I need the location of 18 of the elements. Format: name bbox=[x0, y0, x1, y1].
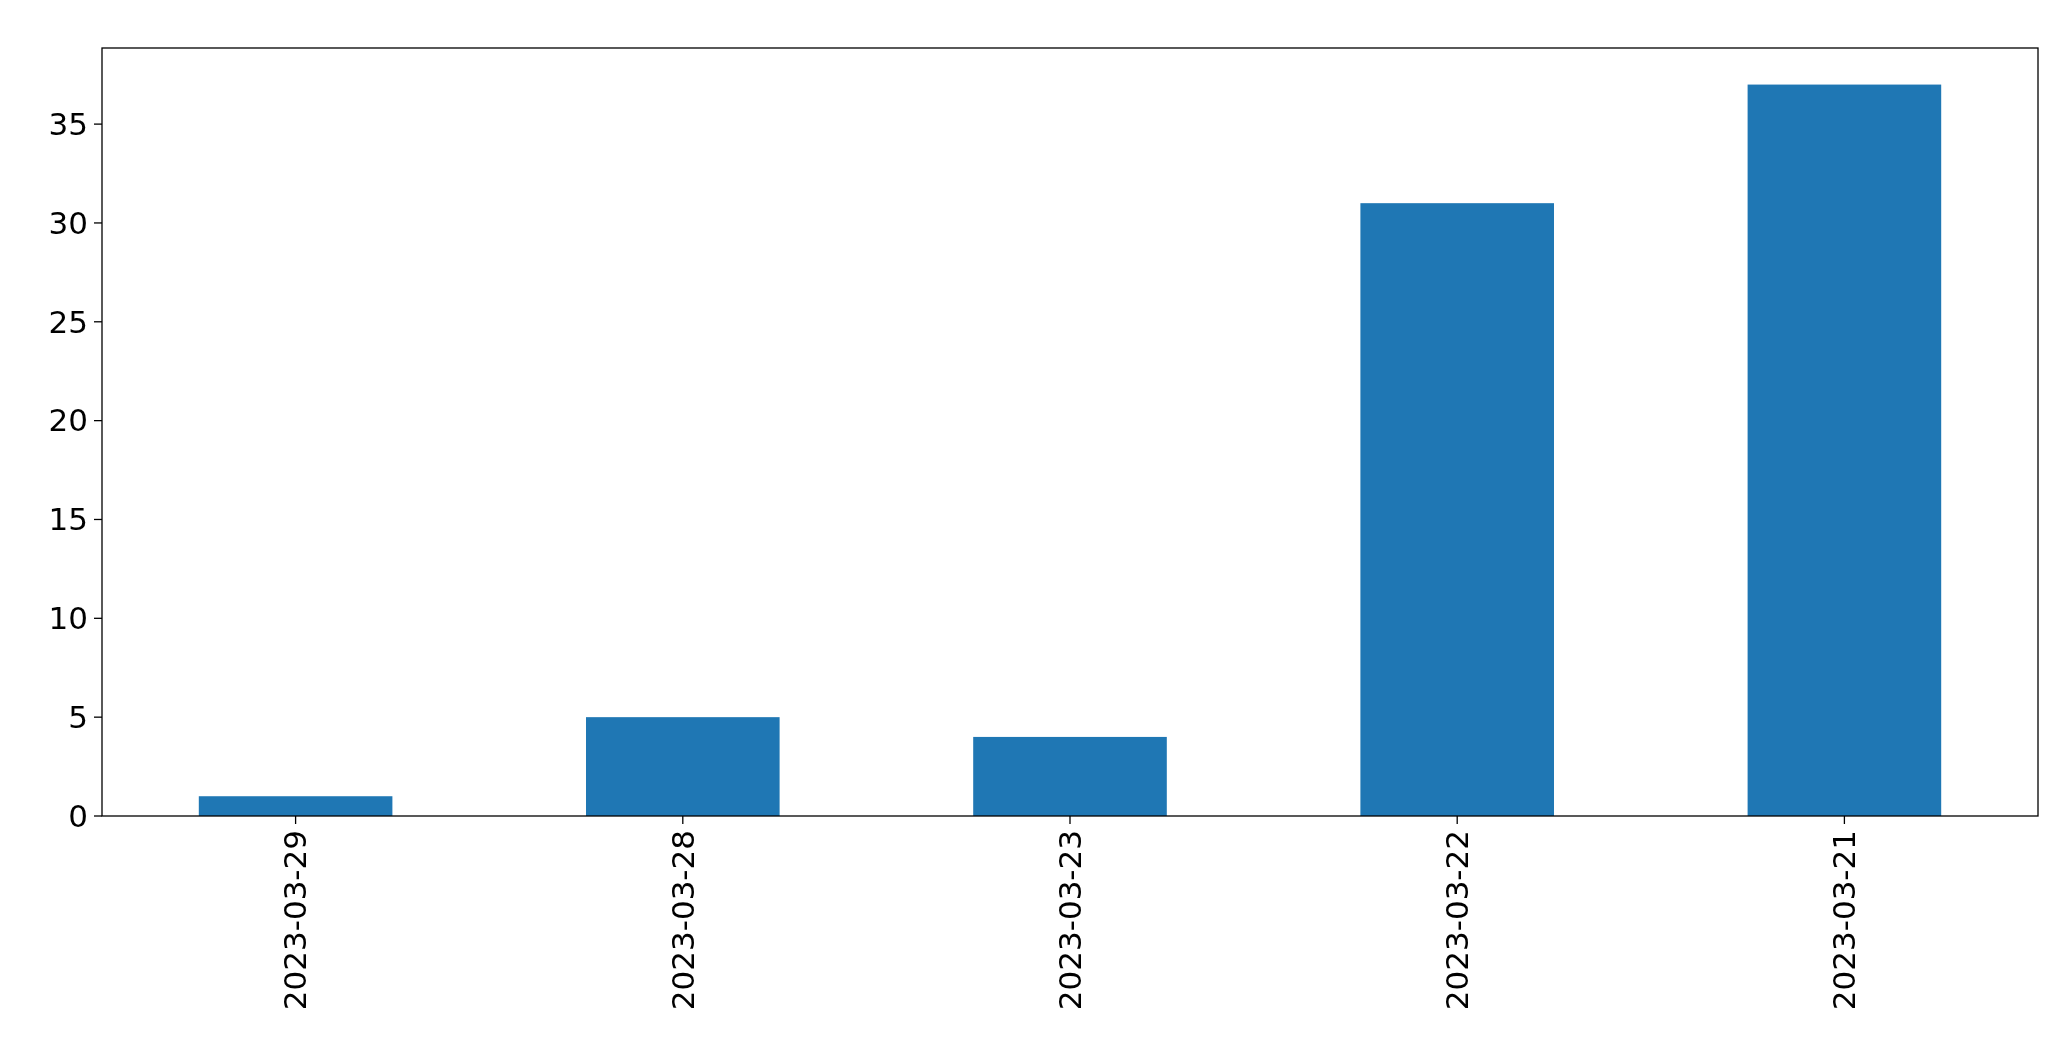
x-tick-label: 2023-03-23 bbox=[1051, 830, 1088, 1011]
y-tick-label: 0 bbox=[68, 797, 88, 834]
y-tick-label: 5 bbox=[68, 699, 88, 736]
bar bbox=[198, 796, 393, 816]
x-tick-label: 2023-03-29 bbox=[277, 830, 314, 1011]
y-tick-label: 25 bbox=[48, 303, 88, 340]
y-tick-label: 10 bbox=[48, 600, 88, 637]
x-tick-label: 2023-03-22 bbox=[1439, 830, 1476, 1011]
bar bbox=[1747, 84, 1942, 816]
x-tick-label: 2023-03-21 bbox=[1826, 830, 1863, 1011]
bar bbox=[1360, 203, 1554, 816]
y-tick-label: 20 bbox=[48, 402, 88, 439]
y-tick-label: 35 bbox=[48, 105, 88, 142]
y-tick-label: 30 bbox=[48, 204, 88, 241]
x-tick-label: 2023-03-28 bbox=[664, 830, 701, 1011]
y-tick-label: 15 bbox=[48, 501, 88, 538]
bar bbox=[973, 736, 1167, 816]
bar bbox=[586, 717, 780, 816]
